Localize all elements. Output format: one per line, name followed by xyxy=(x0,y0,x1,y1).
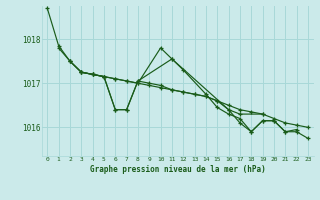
X-axis label: Graphe pression niveau de la mer (hPa): Graphe pression niveau de la mer (hPa) xyxy=(90,165,266,174)
